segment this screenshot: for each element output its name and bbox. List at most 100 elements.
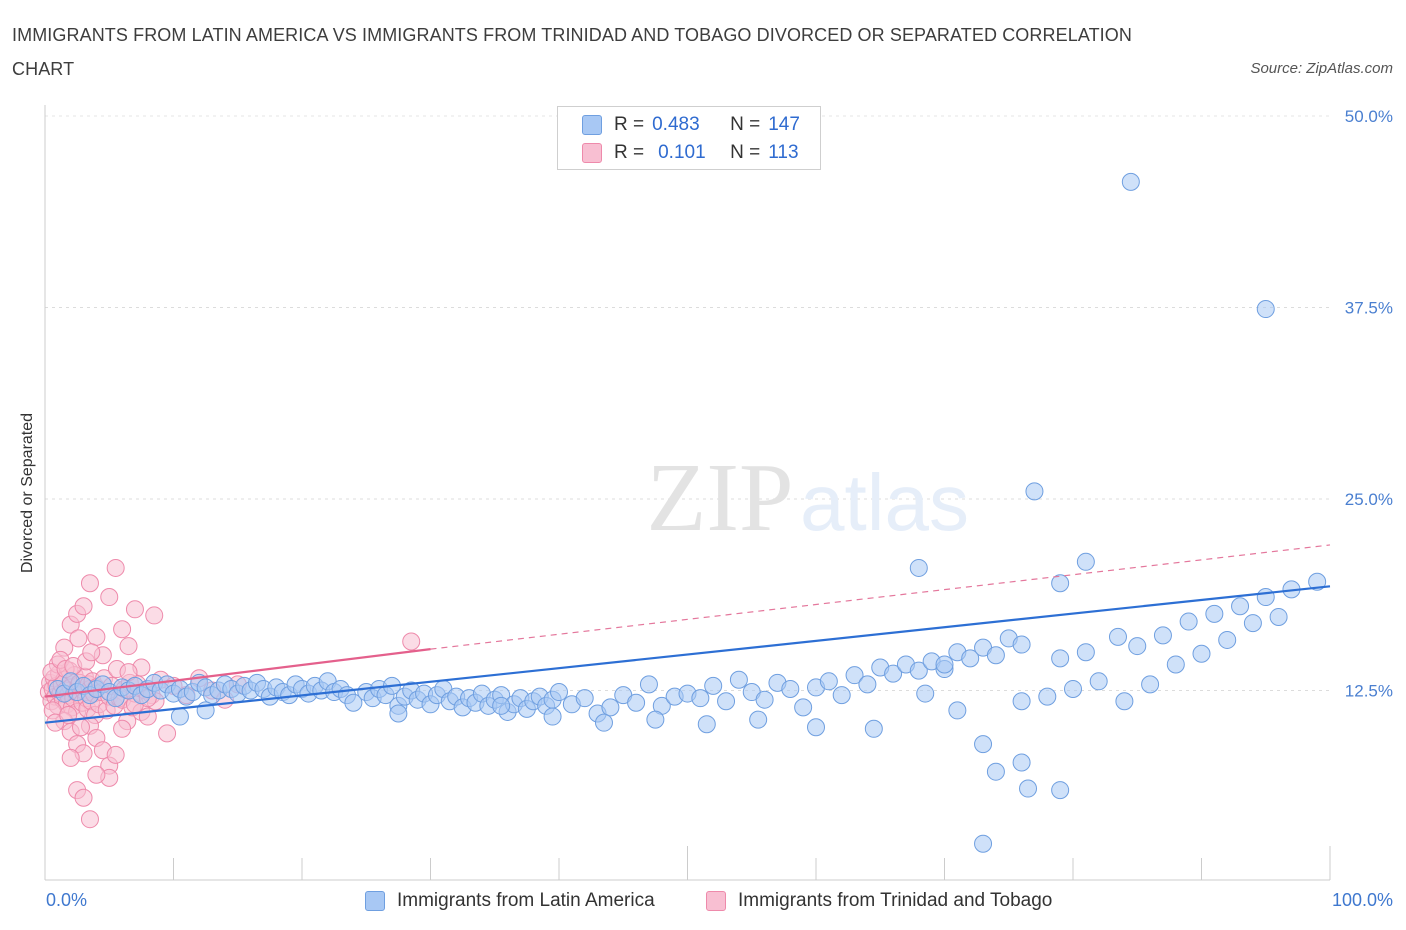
data-point xyxy=(1089,672,1108,691)
data-point xyxy=(1019,779,1038,798)
y-tick-label: 12.5% xyxy=(1345,682,1393,701)
data-point xyxy=(1166,655,1185,674)
data-point xyxy=(1256,588,1275,607)
chart-title: IMMIGRANTS FROM LATIN AMERICA VS IMMIGRA… xyxy=(12,25,1132,79)
n-label: N = xyxy=(730,142,761,163)
data-point xyxy=(1192,644,1211,663)
data-point xyxy=(100,588,119,607)
watermark-atlas: atlas xyxy=(800,458,969,547)
pink-swatch xyxy=(706,891,726,911)
data-point xyxy=(858,675,877,694)
data-point xyxy=(389,704,408,723)
data-point xyxy=(755,690,774,709)
data-point xyxy=(61,748,80,767)
data-point xyxy=(74,788,93,807)
data-point xyxy=(961,649,980,668)
data-point xyxy=(974,735,993,754)
blue-series-points xyxy=(48,172,1327,853)
data-point xyxy=(729,670,748,689)
data-point xyxy=(87,627,106,646)
data-point xyxy=(1051,649,1070,668)
data-point xyxy=(1108,627,1127,646)
pink-swatch xyxy=(582,143,602,163)
pink-trend-line xyxy=(44,648,431,698)
data-point xyxy=(832,686,851,705)
data-point xyxy=(1205,604,1224,623)
legend-row-blue: R = 0.483 N = 147 xyxy=(582,112,800,138)
data-point xyxy=(1308,572,1327,591)
data-point xyxy=(1153,626,1172,645)
data-point xyxy=(1038,687,1057,706)
data-point xyxy=(80,810,99,829)
watermark-zip: ZIP xyxy=(647,444,794,552)
data-point xyxy=(794,698,813,717)
data-point xyxy=(935,655,954,674)
data-point xyxy=(601,698,620,717)
data-point xyxy=(344,693,363,712)
data-point xyxy=(106,558,125,577)
data-point xyxy=(543,707,562,726)
data-point xyxy=(819,672,838,691)
data-point xyxy=(1115,692,1134,711)
source-label: Source: ZipAtlas.com xyxy=(1250,60,1393,77)
n-value-blue: 147 xyxy=(768,114,800,135)
data-point xyxy=(113,719,132,738)
data-point xyxy=(1121,172,1140,191)
data-point xyxy=(82,643,101,662)
gridlines xyxy=(45,115,1330,691)
r-value-pink: 0.101 xyxy=(658,142,706,163)
legend-item-blue[interactable]: Immigrants from Latin America xyxy=(365,890,655,912)
data-point xyxy=(646,710,665,729)
data-point xyxy=(106,745,125,764)
data-point xyxy=(1256,300,1275,319)
data-point xyxy=(1012,635,1031,654)
legend-label-pink: Immigrants from Trinidad and Tobago xyxy=(738,890,1053,911)
data-point xyxy=(125,600,144,619)
data-point xyxy=(1051,781,1070,800)
data-point xyxy=(986,646,1005,665)
data-point xyxy=(691,689,710,708)
data-point xyxy=(986,762,1005,781)
data-point xyxy=(781,679,800,698)
data-point xyxy=(575,689,594,708)
x-max-label: 100.0% xyxy=(1331,890,1393,910)
n-label: N = xyxy=(730,114,761,135)
data-point xyxy=(807,718,825,737)
data-point xyxy=(1064,679,1082,698)
data-point xyxy=(1218,630,1237,649)
data-point xyxy=(749,710,768,729)
blue-swatch xyxy=(365,891,385,911)
r-label: R = xyxy=(614,142,645,163)
axes xyxy=(44,105,1331,881)
data-point xyxy=(1025,482,1044,501)
y-tick-label: 25.0% xyxy=(1345,490,1393,509)
legend-item-pink[interactable]: Immigrants from Trinidad and Tobago xyxy=(706,890,1052,912)
data-point xyxy=(845,666,864,685)
data-point xyxy=(170,707,189,726)
data-point xyxy=(1269,607,1288,626)
y-tick-label: 50.0% xyxy=(1345,107,1393,126)
data-point xyxy=(909,661,928,680)
data-point xyxy=(974,834,993,853)
data-point xyxy=(80,574,99,593)
data-point xyxy=(1076,643,1095,662)
data-point xyxy=(87,765,106,784)
data-point xyxy=(119,637,138,656)
blue-trend-line xyxy=(44,585,1331,724)
x-min-label: 0.0% xyxy=(46,890,88,910)
data-point xyxy=(1051,574,1070,593)
data-point xyxy=(717,692,736,711)
data-point xyxy=(916,684,935,703)
data-point xyxy=(145,606,164,625)
blue-swatch xyxy=(582,115,602,135)
data-point xyxy=(1012,753,1031,772)
data-point xyxy=(550,683,568,702)
stats-legend: R = 0.483 N = 147 R = 0.101 N = 113 xyxy=(557,106,821,170)
data-point xyxy=(1243,614,1262,633)
data-point xyxy=(884,664,903,683)
data-point xyxy=(627,693,646,712)
data-point xyxy=(1141,675,1160,694)
n-value-pink: 113 xyxy=(768,142,799,163)
data-point xyxy=(697,715,716,734)
